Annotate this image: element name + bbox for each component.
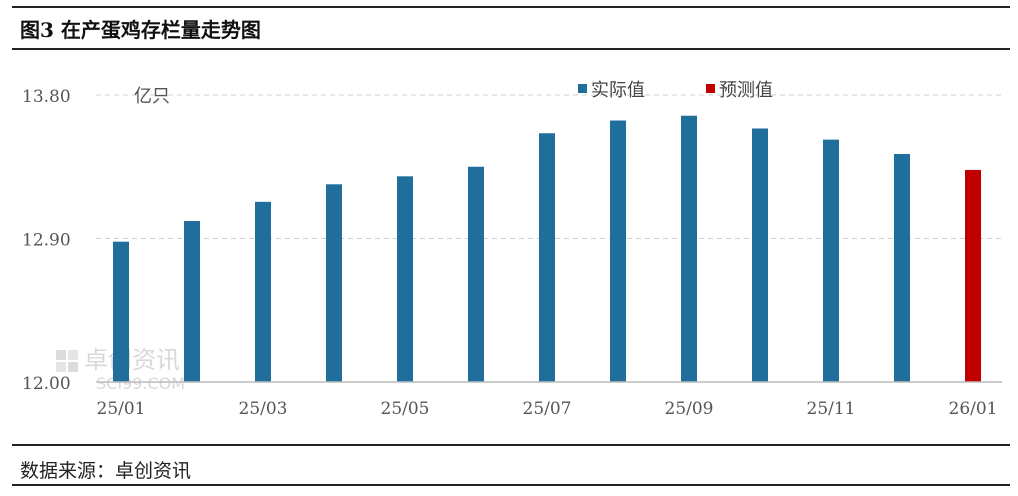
legend-swatch (706, 84, 715, 93)
chart-title: 图3 在产蛋鸡存栏量走势图 (20, 18, 261, 42)
source-note: 数据来源：卓创资讯 (20, 460, 192, 482)
watermark-url: SCI99.COM (96, 374, 185, 393)
top-rule (12, 6, 1010, 8)
bar-actual (184, 220, 200, 382)
bar-actual (823, 139, 839, 382)
watermark-name: 卓创资讯 (84, 346, 180, 374)
bar-actual (610, 120, 626, 382)
bar-chart: 卓创资讯 SCI99.COM 12.00 12.90 13.80 亿只 25/01 25/… (22, 80, 1002, 419)
bar-actual (894, 153, 910, 382)
source-rule (12, 444, 1010, 446)
legend-label: 实际值 (591, 80, 645, 101)
y-tick-label: 12.00 (22, 374, 71, 394)
bar-actual (326, 184, 342, 382)
bar-actual (468, 166, 484, 382)
bar-actual (397, 176, 413, 382)
watermark-logo-icon (68, 362, 78, 372)
bar-actual (113, 241, 129, 382)
x-tick-label: 25/11 (807, 399, 856, 419)
watermark-logo-icon (56, 350, 66, 360)
x-tick-label: 25/07 (523, 399, 572, 419)
bottom-rule (12, 484, 1010, 486)
watermark-logo-icon (56, 362, 66, 372)
x-tick-label: 25/03 (239, 399, 288, 419)
bar-actual (681, 115, 697, 382)
x-tick-label: 25/01 (97, 399, 146, 419)
bar-actual (255, 201, 271, 382)
watermark-logo-icon (68, 350, 78, 360)
bar-actual (539, 133, 555, 382)
x-tick-label: 25/09 (665, 399, 714, 419)
bar-actual (752, 128, 768, 382)
y-unit-label: 亿只 (134, 86, 170, 107)
x-tick-label: 25/05 (381, 399, 430, 419)
legend-swatch (578, 84, 587, 93)
legend-label: 预测值 (719, 80, 773, 101)
y-tick-label: 12.90 (22, 231, 71, 251)
x-tick-label: 26/01 (949, 399, 998, 419)
title-rule (12, 48, 1010, 50)
y-tick-label: 13.80 (22, 87, 71, 107)
bar-forecast (965, 169, 981, 382)
